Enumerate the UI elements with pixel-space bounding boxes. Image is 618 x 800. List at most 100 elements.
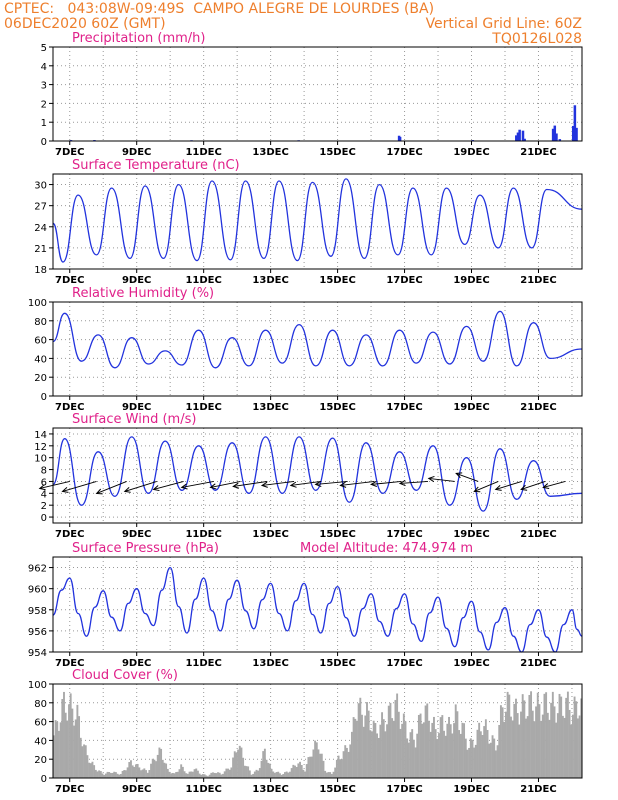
- precip-bar: [571, 125, 575, 141]
- cloud-bar: [238, 745, 241, 778]
- wind-arrowhead: [455, 472, 463, 479]
- panel-frame: [52, 556, 583, 653]
- cloud-bar: [118, 774, 121, 778]
- cloud-bar: [533, 721, 536, 778]
- wind-arrow: [233, 480, 268, 487]
- cloud-bar: [145, 770, 147, 778]
- cloud-bar: [180, 764, 183, 778]
- x-tick-label: 7DEC: [55, 529, 84, 540]
- cloud-bar: [555, 722, 558, 778]
- cloud-bar: [392, 720, 395, 778]
- wind-arrow: [96, 480, 127, 494]
- x-tick-label: 13DEC: [252, 275, 288, 286]
- y-tick-label: 100: [28, 298, 47, 309]
- cloud-bar: [580, 698, 583, 778]
- cloud-bar: [76, 704, 79, 778]
- cloud-bar: [141, 769, 144, 778]
- cloud-bar: [297, 763, 300, 778]
- wind-arrowhead: [232, 482, 240, 489]
- cloud-bar: [530, 691, 533, 778]
- x-tick-label: 15DEC: [319, 275, 355, 286]
- y-tick-label: 962: [28, 564, 47, 575]
- cloud-bar: [292, 764, 295, 778]
- cloud-bar: [320, 753, 323, 778]
- cloud-bar: [228, 769, 231, 778]
- cloud-bar: [427, 720, 430, 778]
- cloud-bar: [138, 767, 141, 778]
- cloud-bar: [78, 716, 81, 778]
- cloud-bar: [160, 748, 163, 778]
- x-tick-label: 9DEC: [122, 529, 151, 540]
- cloud-bar: [255, 769, 258, 778]
- cloud-bar: [230, 767, 233, 778]
- cloud-bar: [371, 731, 373, 778]
- panel-frame: [52, 301, 583, 397]
- wind-arrow: [210, 480, 241, 488]
- cloud-bar: [451, 733, 454, 778]
- cloud-bar: [498, 724, 501, 778]
- cloud-bar: [471, 739, 474, 778]
- wind-arrowhead: [494, 484, 502, 491]
- x-tick-label: 9DEC: [122, 784, 151, 795]
- header-grid-note: Vertical Grid Line: 60Z: [425, 16, 582, 32]
- cloud-bar: [327, 772, 330, 778]
- x-tick-label: 17DEC: [386, 784, 422, 795]
- cloud-bar: [212, 772, 214, 778]
- cloud-bar: [340, 759, 343, 778]
- cloud-bar: [511, 720, 514, 778]
- cloud-bar: [69, 693, 72, 778]
- x-tick-label: 13DEC: [252, 402, 288, 413]
- cloud-bar: [535, 706, 538, 778]
- cloud-bar: [135, 764, 137, 778]
- cloud-bar: [504, 711, 507, 778]
- cloud-bar: [153, 759, 156, 778]
- cloud-bar: [272, 771, 275, 778]
- cloud-bar: [419, 713, 422, 778]
- wind-arrowhead: [95, 488, 103, 495]
- cloud-bar: [332, 771, 335, 778]
- cloud-bar: [566, 691, 569, 778]
- cloud-bar: [273, 772, 276, 778]
- cloud-bar: [483, 726, 486, 778]
- cloud-bar: [431, 722, 434, 778]
- cloud-bar: [461, 722, 464, 778]
- x-tick-label: 19DEC: [453, 784, 489, 795]
- cloud-bar: [484, 719, 487, 778]
- cloud-bar: [227, 768, 230, 778]
- cloud-bar: [133, 766, 136, 778]
- cloud-bar: [108, 771, 111, 778]
- cloud-bar: [295, 766, 298, 778]
- cloud-bar: [434, 729, 437, 778]
- x-tick-label: 7DEC: [55, 402, 84, 413]
- cloud-bar: [335, 759, 338, 778]
- cloud-bar: [362, 726, 365, 778]
- cloud-bar: [98, 770, 101, 778]
- cloud-bar: [155, 761, 158, 778]
- precip-bar: [516, 132, 520, 141]
- cloud-bar: [290, 768, 293, 778]
- cloud-bar: [389, 702, 392, 778]
- cloud-bar: [278, 773, 281, 778]
- cloud-bar: [233, 751, 236, 778]
- panel-title: Precipitation (mm/h): [72, 31, 205, 46]
- x-tick-label: 13DEC: [252, 529, 288, 540]
- cloud-bar: [185, 773, 188, 778]
- y-tick-label: 8: [41, 466, 47, 477]
- cloud-bar: [248, 770, 251, 778]
- cloud-bar: [210, 772, 213, 778]
- cloud-bar: [66, 720, 69, 778]
- cloud-bar: [124, 770, 127, 778]
- cloud-bar: [356, 720, 358, 778]
- cloud-bar: [352, 717, 355, 778]
- cloud-bar: [130, 760, 132, 778]
- panel-frame: [52, 683, 583, 779]
- cloud-bar: [158, 747, 161, 778]
- cloud-bar: [225, 768, 228, 778]
- cloud-bar: [476, 729, 479, 778]
- cloud-bar: [56, 721, 59, 778]
- panel-title: Surface Pressure (hPa): [72, 541, 219, 556]
- cloud-bar: [314, 740, 317, 778]
- cloud-bar: [361, 714, 363, 778]
- x-tick-label: 9DEC: [122, 402, 151, 413]
- x-tick-label: 11DEC: [185, 784, 221, 795]
